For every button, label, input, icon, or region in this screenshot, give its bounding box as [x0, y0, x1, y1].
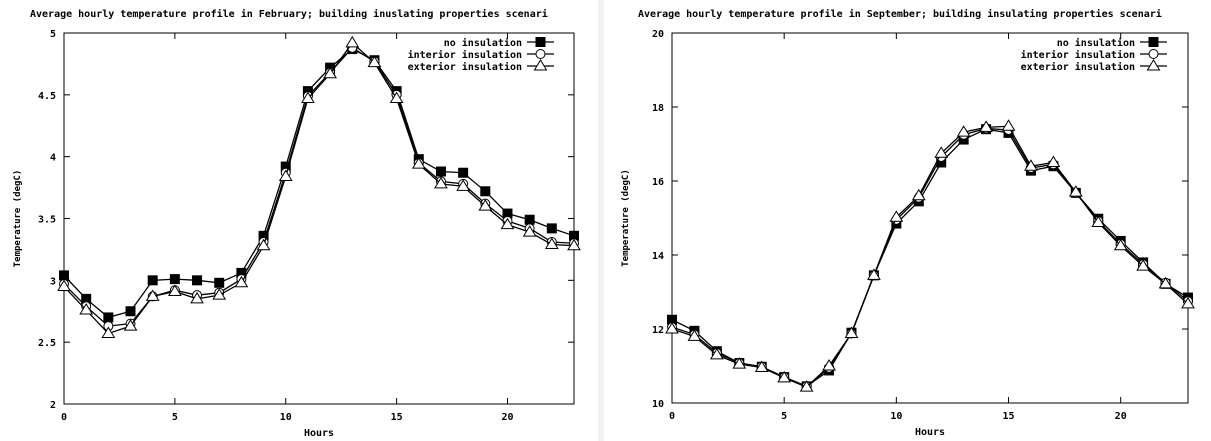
y-tick-label: 20	[652, 29, 664, 40]
legend-marker	[536, 50, 545, 59]
data-point	[547, 224, 556, 233]
y-tick-label: 4.5	[38, 91, 56, 102]
y-axis-label: Temperature (degC)	[621, 169, 631, 267]
x-axis-label: Hours	[915, 427, 945, 438]
data-point	[525, 215, 534, 224]
x-tick-label: 5	[172, 412, 178, 423]
series-line	[64, 49, 574, 317]
data-point	[346, 37, 358, 47]
chart-title: Average hourly temperature profile in Fe…	[30, 8, 548, 20]
x-tick-label: 20	[1115, 411, 1127, 422]
legend-label: exterior insulation	[1021, 61, 1135, 73]
legend-label: interior insulation	[408, 49, 522, 61]
y-tick-label: 10	[652, 399, 664, 410]
x-tick-label: 5	[781, 411, 787, 422]
data-point	[1003, 120, 1015, 130]
data-point	[215, 278, 224, 287]
legend-label: no insulation	[444, 37, 522, 49]
x-tick-label: 20	[501, 412, 513, 423]
data-point	[60, 271, 69, 280]
y-tick-label: 14	[652, 251, 664, 262]
legend-label: no insulation	[1057, 37, 1135, 49]
plot-frame	[64, 33, 574, 404]
series-exterior-insulation	[666, 120, 1194, 391]
series-line	[672, 128, 1188, 386]
legend-marker	[1148, 60, 1160, 70]
legend-marker	[1149, 50, 1158, 59]
series-line	[672, 126, 1188, 387]
series-line	[672, 129, 1188, 386]
data-point	[481, 187, 490, 196]
y-tick-label: 2.5	[38, 338, 56, 349]
y-tick-label: 4	[50, 153, 56, 164]
legend-label: interior insulation	[1021, 49, 1135, 61]
legend-marker	[536, 38, 545, 47]
y-tick-label: 2	[50, 400, 56, 411]
september-chart-panel: Average hourly temperature profile in Se…	[604, 0, 1211, 441]
data-point	[104, 313, 113, 322]
data-point	[170, 275, 179, 284]
y-tick-label: 3.5	[38, 215, 56, 226]
y-tick-label: 18	[652, 103, 664, 114]
y-tick-label: 3	[50, 276, 56, 287]
y-tick-label: 16	[652, 177, 664, 188]
series-exterior-insulation	[58, 37, 580, 338]
legend-marker	[535, 60, 547, 70]
data-point	[459, 168, 468, 177]
data-point	[126, 307, 135, 316]
x-tick-label: 10	[280, 412, 292, 423]
x-axis-label: Hours	[304, 428, 334, 439]
data-point	[436, 167, 445, 176]
february-chart-panel: Average hourly temperature profile in Fe…	[0, 0, 598, 441]
series-line	[64, 48, 574, 326]
y-axis-label: Temperature (degC)	[13, 170, 23, 268]
y-tick-label: 12	[652, 325, 664, 336]
x-tick-label: 15	[391, 412, 403, 423]
september-temperature-chart: Average hourly temperature profile in Se…	[604, 0, 1211, 441]
data-point	[148, 276, 157, 285]
x-tick-label: 15	[1002, 411, 1014, 422]
series-no-insulation	[668, 125, 1193, 391]
february-temperature-chart: Average hourly temperature profile in Fe…	[0, 0, 598, 441]
data-point	[193, 276, 202, 285]
series-line	[64, 43, 574, 334]
x-tick-label: 0	[61, 412, 67, 423]
y-tick-label: 5	[50, 29, 56, 40]
plot-frame	[672, 33, 1188, 403]
chart-title: Average hourly temperature profile in Se…	[638, 8, 1162, 20]
x-tick-label: 0	[669, 411, 675, 422]
x-tick-label: 10	[890, 411, 902, 422]
series-interior-insulation	[668, 124, 1193, 391]
legend-marker	[1149, 38, 1158, 47]
legend-label: exterior insulation	[408, 61, 522, 73]
